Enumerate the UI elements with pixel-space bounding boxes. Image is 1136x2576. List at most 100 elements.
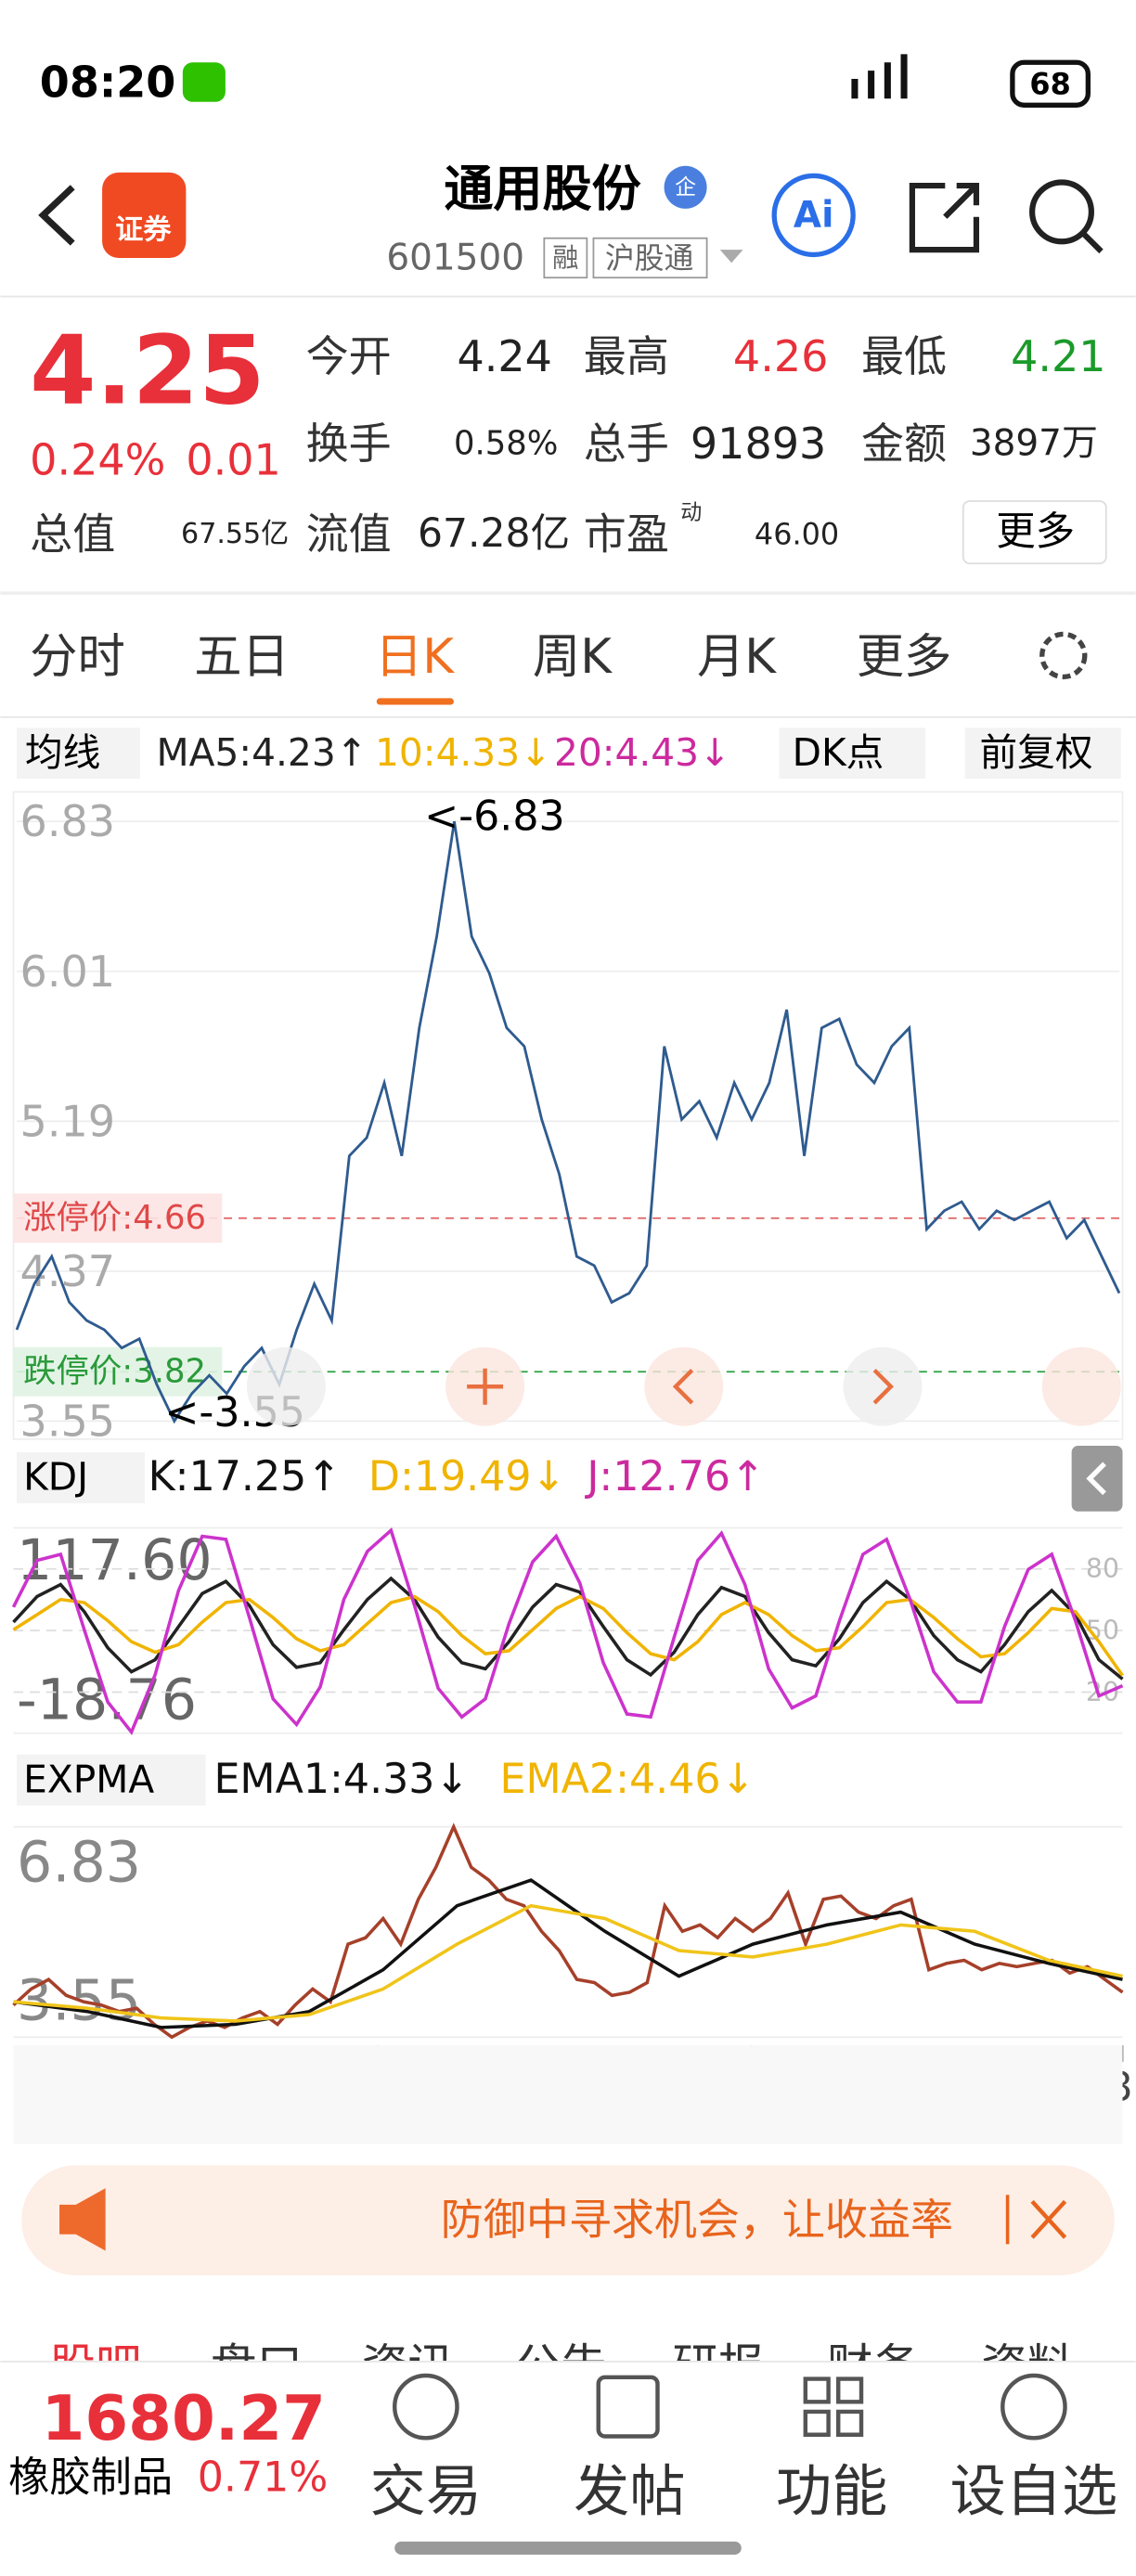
- battery-level: 68: [1029, 66, 1070, 101]
- divider: [0, 591, 1136, 595]
- adjust-box[interactable]: [964, 728, 1121, 779]
- fav-icon: [1000, 2373, 1067, 2441]
- period-tab[interactable]: 分时: [30, 629, 125, 685]
- banner[interactable]: [21, 2165, 1115, 2276]
- field-value: 4.26: [733, 331, 828, 381]
- price-line: [15, 820, 1121, 1424]
- series-line: [11, 1526, 1124, 1736]
- more-button[interactable]: [962, 500, 1107, 565]
- field-value: 67.28亿: [418, 511, 570, 557]
- field-label: 金额: [861, 419, 947, 469]
- change-pct: 0.24%: [30, 435, 165, 485]
- index-name: 橡胶制品: [8, 2454, 173, 2501]
- index-value: 1680.27: [42, 2382, 326, 2454]
- ai-button[interactable]: [771, 173, 856, 258]
- action[interactable]: 发帖: [574, 2460, 685, 2525]
- quote-fields: 今开 4.24 最高 4.26 最低 4.21 换手 0.58% 总手 91893 金额 3897万总…: [30, 331, 1105, 559]
- field-label: 最低: [861, 331, 947, 381]
- search[interactable]: [1029, 179, 1094, 245]
- legend-entry: D:19.49↓: [368, 1453, 566, 1501]
- battery: [1010, 59, 1091, 108]
- tab-underline: [376, 698, 454, 705]
- settings[interactable]: [1039, 631, 1088, 680]
- news-tab[interactable]: 资料: [981, 2338, 1073, 2392]
- dropdown[interactable]: [719, 250, 743, 264]
- action[interactable]: 设自选: [950, 2460, 1118, 2525]
- share[interactable]: [909, 182, 980, 253]
- action[interactable]: 交易: [370, 2460, 482, 2525]
- collapse-tab[interactable]: [1071, 1445, 1123, 1512]
- news-tab[interactable]: 股吧: [49, 2338, 141, 2392]
- selector-box[interactable]: [17, 1452, 146, 1503]
- news-tab[interactable]: 研报: [672, 2338, 764, 2392]
- period-tabs: 分时 五日 日K 周K 月K 更多: [30, 629, 951, 685]
- series-line: [13, 1903, 1123, 2023]
- dk-box[interactable]: [779, 728, 926, 779]
- y2-tick-label: 20: [1086, 1677, 1119, 1707]
- legend-entry: EMA2:4.46↓: [500, 1756, 755, 1803]
- field-value: 0.58%: [454, 425, 558, 463]
- more-text: 更多: [996, 509, 1075, 555]
- selector-box[interactable]: [17, 1754, 206, 1806]
- banner-close[interactable]: [1030, 2199, 1067, 2239]
- actions: 交易 发帖 功能 设自选: [370, 2460, 1118, 2525]
- next[interactable]: [843, 1346, 923, 1426]
- tag: 沪股通: [605, 240, 694, 276]
- post-icon: [596, 2375, 660, 2439]
- series-line: [12, 1576, 1124, 1681]
- news-tab[interactable]: 公告: [514, 2338, 606, 2392]
- collapse-icon: [1086, 1462, 1106, 1496]
- control-icons: [467, 1368, 895, 1405]
- news-tab[interactable]: 财务: [827, 2338, 919, 2392]
- period-tab[interactable]: 月K: [697, 629, 777, 685]
- home-indicator: [394, 2541, 742, 2555]
- logo[interactable]: [102, 172, 187, 258]
- field-label: 今开: [306, 331, 392, 381]
- field-value: 46.00: [755, 516, 839, 551]
- field-label: 流值: [306, 509, 392, 559]
- selector-box[interactable]: [17, 728, 140, 779]
- banner-sep: [1005, 2195, 1010, 2245]
- y2-tick-label: 80: [1086, 1553, 1119, 1584]
- field-label: 最高: [584, 331, 669, 381]
- y-tick-label: 6.83: [17, 1831, 141, 1896]
- close-line: [12, 1823, 1124, 2040]
- series-line: [13, 1878, 1123, 2029]
- ai-text: Ai: [794, 194, 833, 236]
- change: 0.01: [186, 435, 280, 485]
- field-label: 总手: [584, 419, 669, 469]
- func-icon: [803, 2376, 864, 2437]
- search-handle: [1080, 231, 1104, 254]
- y-tick-label: 3.55: [20, 1396, 115, 1446]
- wechat-icon: [182, 62, 226, 102]
- price: 4.25: [30, 316, 265, 427]
- divider: [0, 295, 1136, 298]
- field-value: 91893: [691, 419, 826, 469]
- prev[interactable]: [644, 1346, 724, 1426]
- charts: 6.83 6.01 5.19 4.37 3.55 涨停价:4.66 跌停价:3.82 117.…: [11, 796, 1132, 2111]
- badge: [664, 165, 707, 209]
- divider: [0, 2361, 1136, 2363]
- period-tab[interactable]: 五日: [194, 629, 290, 685]
- y-tick-label: 6.01: [20, 947, 115, 997]
- news-tab[interactable]: 盘口: [211, 2338, 303, 2392]
- period-tab[interactable]: 日K: [375, 629, 455, 685]
- expma-selector: EXPMA: [23, 1757, 154, 1801]
- fullscreen[interactable]: [1041, 1346, 1121, 1426]
- price-panel: [12, 791, 1124, 1440]
- back[interactable]: [38, 185, 75, 246]
- period-tab[interactable]: 周K: [533, 629, 613, 685]
- tag-box: [592, 237, 708, 279]
- action[interactable]: 功能: [776, 2460, 887, 2525]
- date-axis-bg: [13, 2045, 1123, 2145]
- badge-text: 企: [675, 175, 696, 200]
- divider: [0, 715, 1136, 718]
- tag-box: [543, 237, 588, 279]
- signal-icon: [851, 54, 908, 99]
- banner-text: 防御中寻求机会，让收益率: [441, 2195, 953, 2245]
- field-value: 3897万: [970, 423, 1098, 465]
- legend-entry: K:17.25↑: [148, 1453, 342, 1501]
- period-tab[interactable]: 更多: [857, 629, 952, 685]
- news-tab[interactable]: 资讯: [362, 2338, 454, 2392]
- zoom-out[interactable]: [246, 1346, 326, 1426]
